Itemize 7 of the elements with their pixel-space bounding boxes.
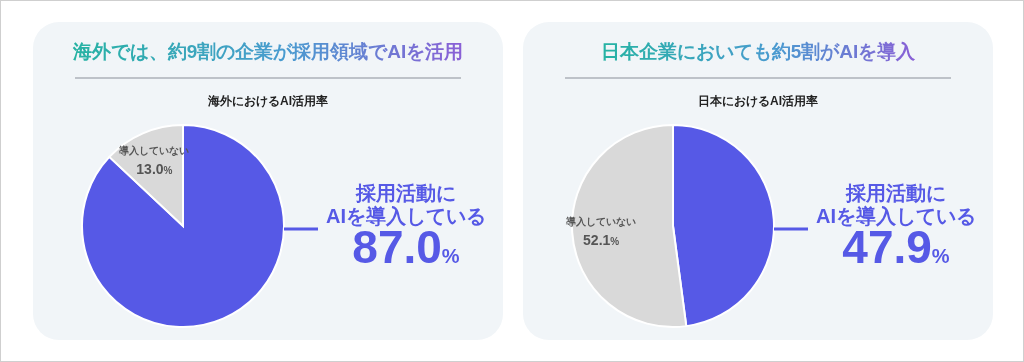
data-label: 13.0%	[136, 160, 173, 177]
chart-title: 日本企業においても約5割がAIを導入	[600, 41, 917, 62]
slice-label: 導入していない	[565, 215, 637, 228]
chart-subtitle: 日本におけるAI活用率	[698, 94, 818, 108]
chart-title: 海外では、約9割の企業が採用領域でAIを活用	[71, 41, 464, 62]
chart-subtitle: 海外におけるAI活用率	[207, 94, 328, 108]
data-label: 52.1%	[583, 231, 620, 248]
